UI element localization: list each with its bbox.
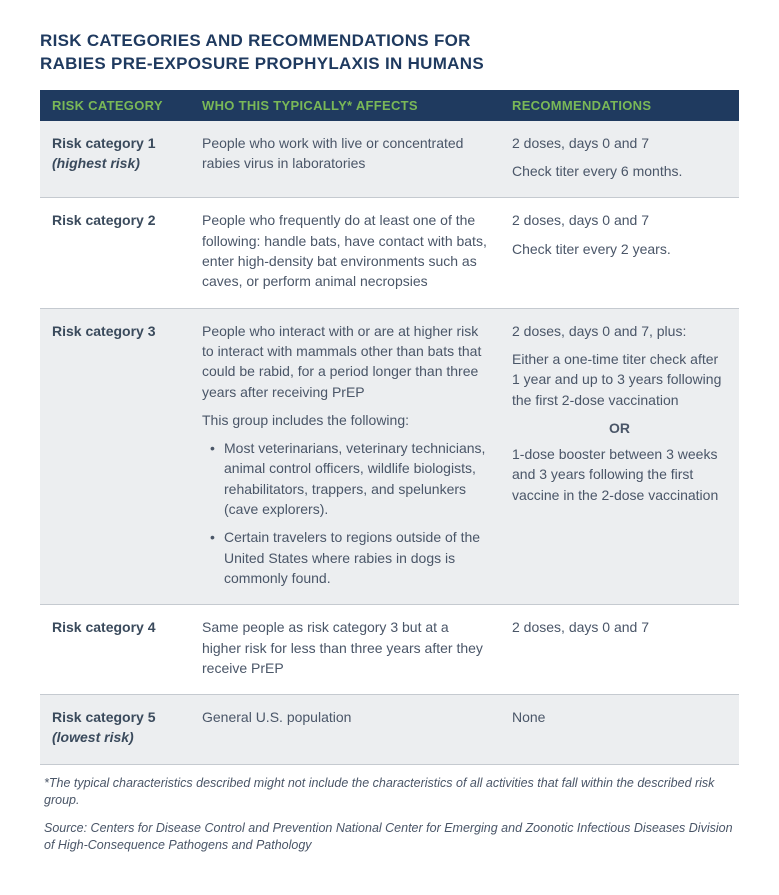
- rec-text: None: [512, 707, 727, 727]
- title-line-1: RISK CATEGORIES AND RECOMMENDATIONS FOR: [40, 31, 471, 50]
- cell-affects: People who frequently do at least one of…: [190, 198, 500, 308]
- table-row: Risk category 2 People who frequently do…: [40, 198, 739, 308]
- col-recommendations: RECOMMENDATIONS: [500, 90, 739, 121]
- list-item: Certain travelers to regions outside of …: [202, 527, 488, 588]
- cell-recommendations: 2 doses, days 0 and 7 Check titer every …: [500, 121, 739, 198]
- rec-text: 2 doses, days 0 and 7, plus:: [512, 321, 727, 341]
- col-risk-category: RISK CATEGORY: [40, 90, 190, 121]
- table-row: Risk category 1 (highest risk) People wh…: [40, 121, 739, 198]
- affects-text: People who frequently do at least one of…: [202, 210, 488, 291]
- header-row: RISK CATEGORY WHO THIS TYPICALLY* AFFECT…: [40, 90, 739, 121]
- affects-text: Same people as risk category 3 but at a …: [202, 617, 488, 678]
- cell-affects: Same people as risk category 3 but at a …: [190, 605, 500, 695]
- rec-text: Check titer every 2 years.: [512, 239, 727, 259]
- page-title: RISK CATEGORIES AND RECOMMENDATIONS FOR …: [40, 30, 739, 76]
- category-name: Risk category 5: [52, 707, 178, 727]
- rec-text: 2 doses, days 0 and 7: [512, 617, 727, 637]
- risk-table: RISK CATEGORY WHO THIS TYPICALLY* AFFECT…: [40, 90, 739, 765]
- rec-or-separator: OR: [512, 418, 727, 438]
- cell-category: Risk category 4: [40, 605, 190, 695]
- cell-category: Risk category 3: [40, 308, 190, 605]
- cell-category: Risk category 5 (lowest risk): [40, 695, 190, 765]
- category-name: Risk category 4: [52, 617, 178, 637]
- cell-affects: People who work with live or concentrate…: [190, 121, 500, 198]
- category-name: Risk category 2: [52, 210, 178, 230]
- footnote-disclaimer: *The typical characteristics described m…: [40, 775, 739, 810]
- table-row: Risk category 5 (lowest risk) General U.…: [40, 695, 739, 765]
- table-row: Risk category 3 People who interact with…: [40, 308, 739, 605]
- rec-text: 2 doses, days 0 and 7: [512, 210, 727, 230]
- category-name: Risk category 3: [52, 321, 178, 341]
- rec-text: 2 doses, days 0 and 7: [512, 133, 727, 153]
- cell-recommendations: 2 doses, days 0 and 7 Check titer every …: [500, 198, 739, 308]
- table-row: Risk category 4 Same people as risk cate…: [40, 605, 739, 695]
- cell-recommendations: 2 doses, days 0 and 7: [500, 605, 739, 695]
- cell-category: Risk category 1 (highest risk): [40, 121, 190, 198]
- affects-text: General U.S. population: [202, 707, 488, 727]
- category-note: (highest risk): [52, 153, 178, 173]
- rec-text: Check titer every 6 months.: [512, 161, 727, 181]
- cell-recommendations: 2 doses, days 0 and 7, plus: Either a on…: [500, 308, 739, 605]
- affects-text: People who work with live or concentrate…: [202, 133, 488, 174]
- list-item: Most veterinarians, veterinary technicia…: [202, 438, 488, 519]
- footnote-source: Source: Centers for Disease Control and …: [40, 820, 739, 855]
- cell-affects: General U.S. population: [190, 695, 500, 765]
- cell-recommendations: None: [500, 695, 739, 765]
- title-line-2: RABIES PRE-EXPOSURE PROPHYLAXIS IN HUMAN…: [40, 54, 484, 73]
- affects-text: People who interact with or are at highe…: [202, 321, 488, 402]
- rec-text: 1-dose booster between 3 weeks and 3 yea…: [512, 444, 727, 505]
- affects-bullet-list: Most veterinarians, veterinary technicia…: [202, 438, 488, 588]
- cell-affects: People who interact with or are at highe…: [190, 308, 500, 605]
- cell-category: Risk category 2: [40, 198, 190, 308]
- rec-text: Either a one-time titer check after 1 ye…: [512, 349, 727, 410]
- affects-text: This group includes the following:: [202, 410, 488, 430]
- category-note: (lowest risk): [52, 727, 178, 747]
- category-name: Risk category 1: [52, 133, 178, 153]
- col-affects: WHO THIS TYPICALLY* AFFECTS: [190, 90, 500, 121]
